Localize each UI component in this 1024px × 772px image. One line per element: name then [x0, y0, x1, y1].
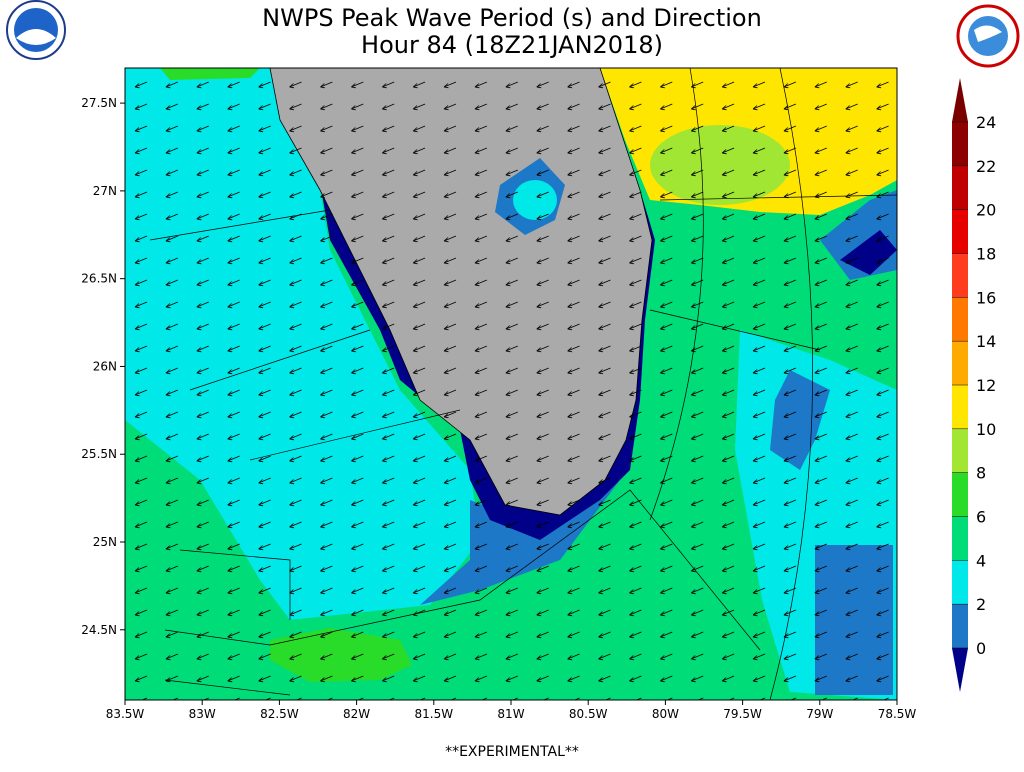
- x-tick-label: 79.5W: [723, 707, 762, 721]
- x-tick-label: 78.5W: [878, 707, 917, 721]
- colorbar-label: 10: [976, 420, 996, 439]
- colorbar-segment: [952, 472, 968, 517]
- x-tick-label: 81.5W: [415, 707, 454, 721]
- footer: **EXPERIMENTAL**: [445, 744, 579, 760]
- x-tick-label: 82W: [343, 707, 370, 721]
- y-tick-label: 26.5N: [81, 272, 117, 286]
- x-tick-label: 80W: [652, 707, 679, 721]
- colorbar-label: 0: [976, 639, 986, 658]
- colorbar-label: 14: [976, 332, 996, 351]
- x-tick-label: 79W: [806, 707, 833, 721]
- x-tick-label: 83W: [189, 707, 216, 721]
- colorbar-segment: [952, 165, 968, 210]
- colorbar-segment: [952, 253, 968, 298]
- colorbar-segment: [952, 560, 968, 605]
- nws-logo: [956, 4, 1020, 68]
- colorbar-label: 4: [976, 551, 986, 570]
- x-tick-label: 80.5W: [569, 707, 608, 721]
- direction-arrows: [125, 68, 897, 700]
- noaa-logo: [6, 0, 66, 60]
- colorbar-segment: [952, 516, 968, 561]
- y-tick-label: 24.5N: [81, 623, 117, 637]
- y-tick-label: 25N: [93, 535, 117, 549]
- colorbar-segment: [952, 297, 968, 342]
- subtitle: Hour 84 (18Z21JAN2018): [361, 31, 663, 59]
- title: NWPS Peak Wave Period (s) and Direction: [262, 4, 762, 32]
- colorbar-label: 6: [976, 508, 986, 527]
- map: [125, 68, 897, 700]
- colorbar-label: 20: [976, 201, 996, 220]
- colorbar-segment: [952, 385, 968, 429]
- y-tick-label: 27.5N: [81, 96, 117, 110]
- colorbar-segment: [952, 122, 968, 166]
- colorbar-label: 18: [976, 245, 996, 264]
- colorbar-over: [952, 78, 968, 122]
- colorbar-label: 2: [976, 595, 986, 614]
- colorbar-segment: [952, 209, 968, 254]
- x-tick-label: 83.5W: [106, 707, 145, 721]
- x-tick-label: 81W: [497, 707, 524, 721]
- colorbar-label: 8: [976, 464, 986, 483]
- colorbar-label: 24: [976, 113, 996, 132]
- colorbar-segment: [952, 341, 968, 385]
- colorbar-label: 12: [976, 376, 996, 395]
- y-tick-label: 25.5N: [81, 447, 117, 461]
- colorbar-segment: [952, 428, 968, 473]
- x-tick-label: 82.5W: [260, 707, 299, 721]
- y-tick-label: 27N: [93, 184, 117, 198]
- colorbar-label: 22: [976, 157, 996, 176]
- colorbar-label: 16: [976, 288, 996, 307]
- colorbar-under: [952, 648, 968, 692]
- y-tick-label: 26N: [93, 359, 117, 373]
- colorbar-segment: [952, 604, 968, 648]
